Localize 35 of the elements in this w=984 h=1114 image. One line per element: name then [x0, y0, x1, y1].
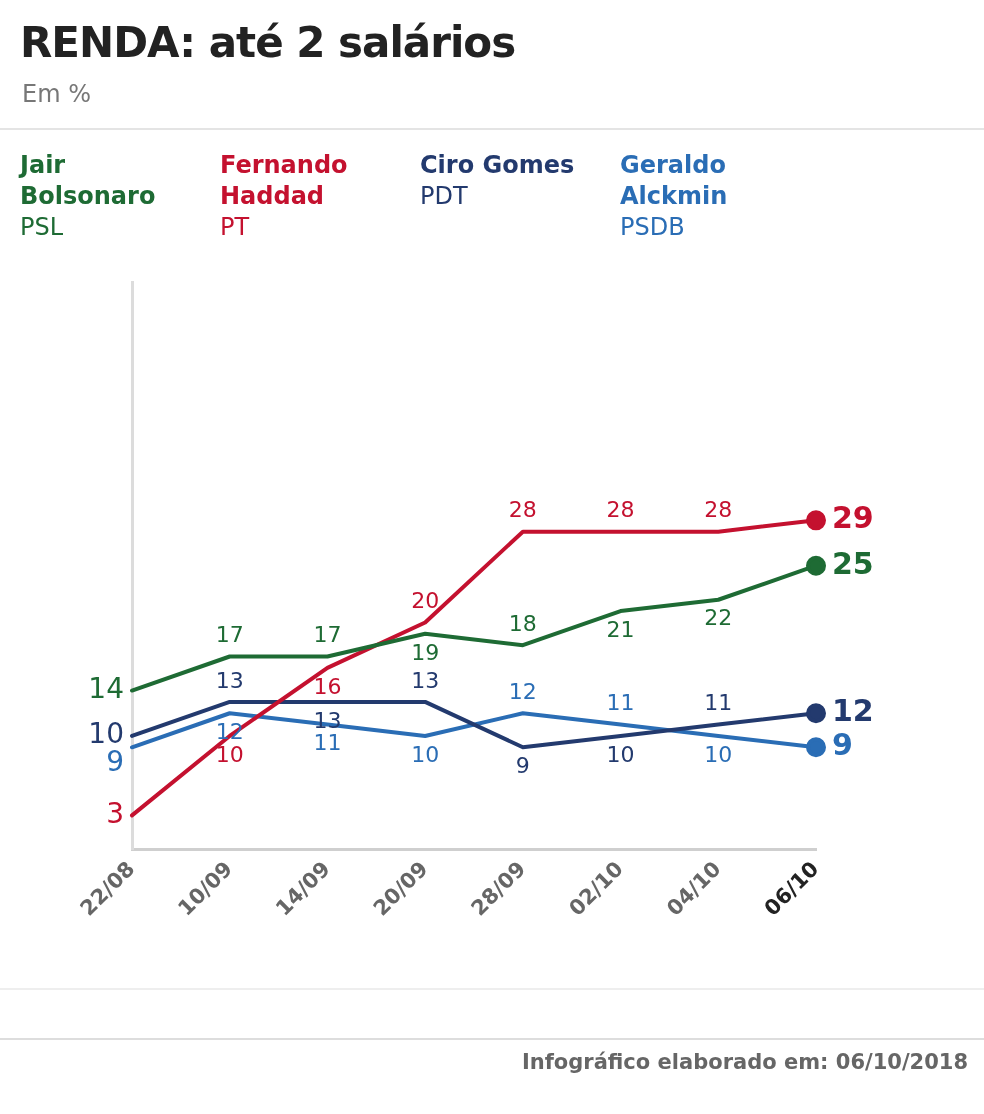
data-label: 10 — [411, 741, 440, 767]
text: Geraldo Alckmin PSDB — [620, 150, 729, 241]
data-label: 3 — [106, 796, 125, 830]
data-label: 14 — [88, 671, 125, 705]
data-label: 25 — [832, 545, 874, 581]
data-label: 18 — [508, 610, 537, 636]
data-label: 9 — [832, 727, 853, 763]
data-label: 29 — [832, 500, 874, 536]
data-label: 28 — [508, 497, 537, 523]
data-label: 10 — [606, 741, 635, 767]
chart-subtitle: Em % — [22, 80, 91, 108]
text: Fernando Haddad PT — [220, 150, 349, 241]
data-label: 28 — [704, 497, 733, 523]
chart-title: RENDA: até 2 salários — [20, 18, 516, 67]
data-label: 20 — [411, 588, 440, 614]
data-label: 19 — [411, 639, 440, 665]
data-label: 11 — [313, 730, 342, 756]
data-label: 10 — [704, 741, 733, 767]
data-label: 21 — [606, 616, 635, 642]
data-label: 11 — [704, 690, 733, 716]
data-label: 12 — [508, 678, 537, 704]
text: Infográfico elaborado em: 06/10/2018 — [521, 1050, 968, 1074]
data-label: 16 — [313, 673, 342, 699]
data-label: 13 — [411, 667, 440, 693]
data-label: 22 — [704, 605, 733, 631]
data-label: 28 — [606, 497, 635, 523]
data-label: 10 — [215, 741, 244, 767]
data-label: 17 — [215, 622, 244, 648]
data-label: 9 — [515, 753, 530, 779]
data-label: 11 — [606, 690, 635, 716]
text: Jair Bolsonaro PSL — [20, 150, 157, 241]
data-label: 12 — [832, 693, 874, 729]
text: Ciro Gomes PDT — [420, 150, 576, 210]
data-label: 17 — [313, 622, 342, 648]
data-label: 13 — [215, 667, 244, 693]
